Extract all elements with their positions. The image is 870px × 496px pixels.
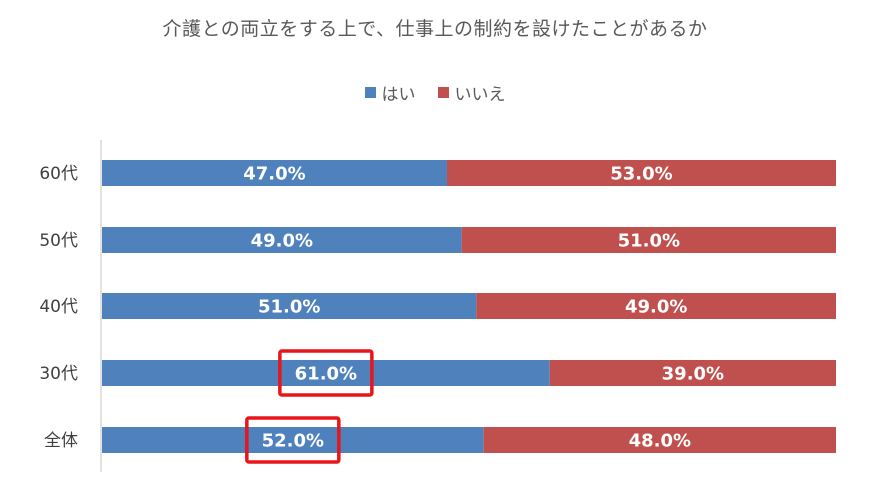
legend-swatch-yes <box>364 87 376 98</box>
bar-yes-4 <box>102 427 484 453</box>
bar-yes-1 <box>102 227 462 253</box>
bar-yes-2 <box>102 293 477 319</box>
data-label-yes-4: 52.0% <box>262 431 324 452</box>
data-label-no-2: 49.0% <box>625 297 687 318</box>
data-label-yes-0: 47.0% <box>243 164 305 185</box>
bar-no-0 <box>446 160 836 186</box>
data-label-no-4: 48.0% <box>629 431 691 452</box>
highlight-box-3 <box>278 349 374 397</box>
category-label-4: 全体 <box>44 431 78 451</box>
category-label-0: 60代 <box>39 164 78 184</box>
bar-yes-0 <box>102 160 447 186</box>
legend-label-no: いいえ <box>454 85 506 105</box>
chart-title: 介護との両立をする上で、仕事上の制約を設けたことがあるか <box>162 18 708 40</box>
category-label-2: 40代 <box>39 297 78 317</box>
data-label-no-0: 53.0% <box>610 164 672 185</box>
chart-legend: はい いいえ <box>0 80 870 105</box>
data-label-yes-2: 51.0% <box>258 297 320 318</box>
data-label-no-1: 51.0% <box>618 231 680 252</box>
category-label-1: 50代 <box>39 231 78 251</box>
bar-no-2 <box>476 293 836 319</box>
bar-yes-3 <box>102 360 550 386</box>
legend-swatch-no <box>437 87 449 98</box>
legend-item-yes: はい <box>364 80 416 105</box>
data-label-yes-3: 61.0% <box>295 364 357 385</box>
legend-item-no: いいえ <box>437 80 506 105</box>
highlight-box-4 <box>245 416 341 464</box>
bar-no-3 <box>549 360 836 386</box>
bar-no-4 <box>483 427 836 453</box>
category-label-3: 30代 <box>39 364 78 384</box>
legend-label-yes: はい <box>381 85 416 105</box>
data-label-yes-1: 49.0% <box>251 231 313 252</box>
bar-no-1 <box>461 227 836 253</box>
data-label-no-3: 39.0% <box>662 364 724 385</box>
